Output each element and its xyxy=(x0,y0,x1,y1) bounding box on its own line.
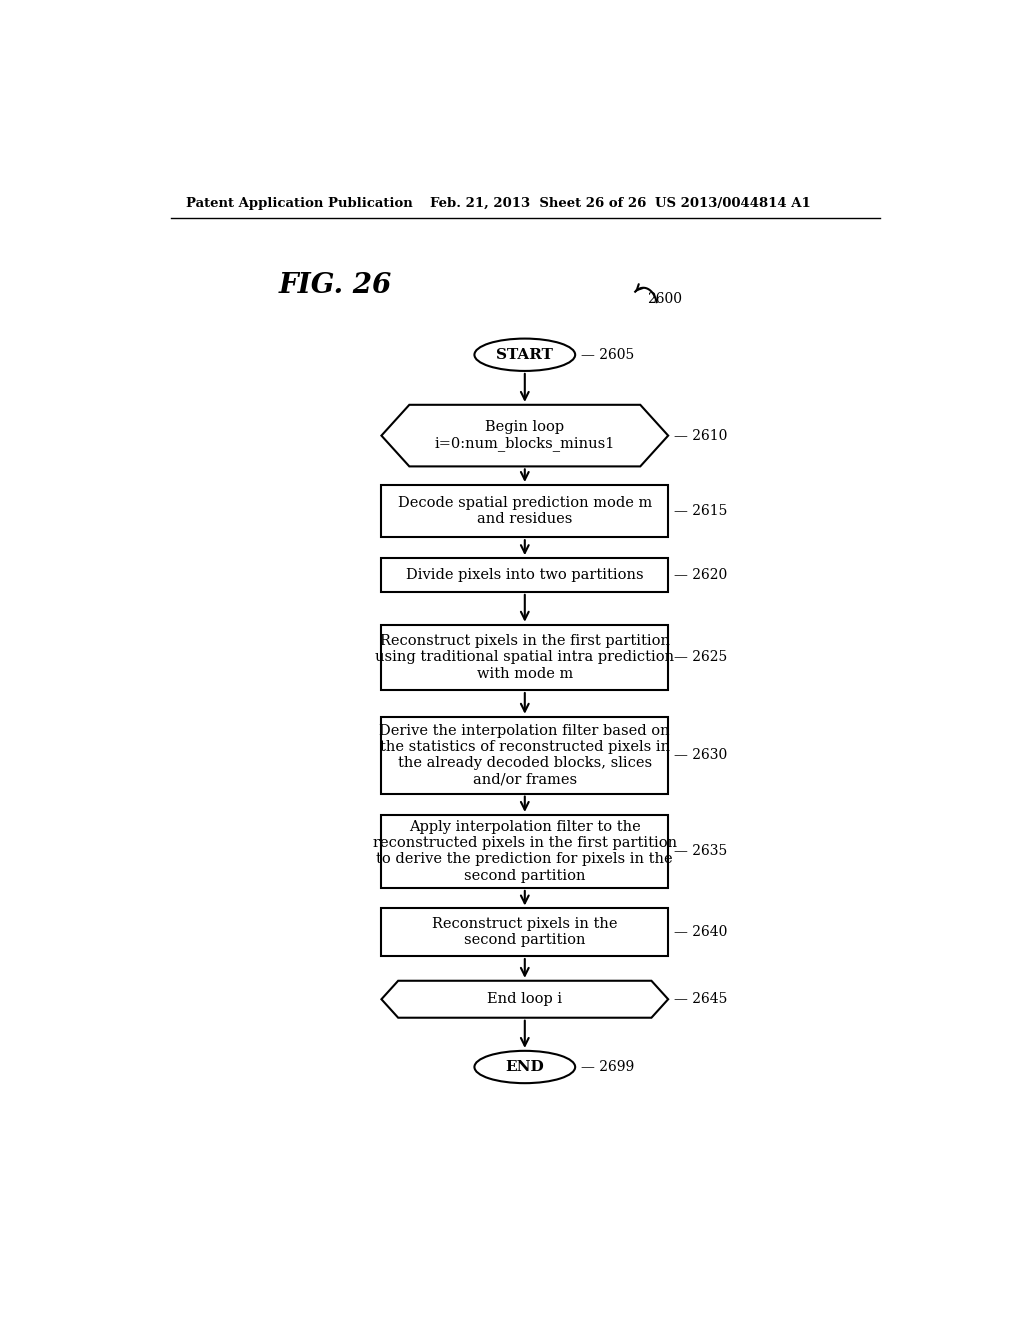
Bar xyxy=(381,558,669,591)
Text: — 2699: — 2699 xyxy=(582,1060,635,1074)
Text: — 2635: — 2635 xyxy=(675,845,728,858)
Text: Feb. 21, 2013  Sheet 26 of 26: Feb. 21, 2013 Sheet 26 of 26 xyxy=(430,197,646,210)
Text: Divide pixels into two partitions: Divide pixels into two partitions xyxy=(406,568,644,582)
Bar xyxy=(381,908,669,956)
Text: — 2625: — 2625 xyxy=(675,651,728,664)
Text: START: START xyxy=(497,347,553,362)
Text: — 2610: — 2610 xyxy=(675,429,728,442)
Bar xyxy=(381,484,669,537)
Bar xyxy=(381,814,669,888)
Text: Reconstruct pixels in the first partition
using traditional spatial intra predic: Reconstruct pixels in the first partitio… xyxy=(375,634,675,681)
Text: FIG. 26: FIG. 26 xyxy=(280,272,392,298)
Text: — 2620: — 2620 xyxy=(675,568,728,582)
Text: — 2615: — 2615 xyxy=(675,504,728,517)
Text: — 2605: — 2605 xyxy=(582,347,635,362)
Polygon shape xyxy=(381,405,669,466)
Text: End loop i: End loop i xyxy=(487,993,562,1006)
Text: — 2640: — 2640 xyxy=(675,925,728,940)
Text: Apply interpolation filter to the
reconstructed pixels in the first partition
to: Apply interpolation filter to the recons… xyxy=(373,820,677,883)
Text: 2600: 2600 xyxy=(647,292,682,305)
Ellipse shape xyxy=(474,1051,575,1084)
Text: Patent Application Publication: Patent Application Publication xyxy=(186,197,413,210)
Text: — 2630: — 2630 xyxy=(675,748,728,762)
Text: Decode spatial prediction mode m
and residues: Decode spatial prediction mode m and res… xyxy=(397,496,652,527)
Ellipse shape xyxy=(474,339,575,371)
Bar xyxy=(381,717,669,793)
Text: Begin loop
i=0:num_blocks_minus1: Begin loop i=0:num_blocks_minus1 xyxy=(434,420,615,451)
Bar xyxy=(381,624,669,690)
Text: END: END xyxy=(506,1060,544,1074)
Text: Reconstruct pixels in the
second partition: Reconstruct pixels in the second partiti… xyxy=(432,917,617,948)
Text: Derive the interpolation filter based on
the statistics of reconstructed pixels : Derive the interpolation filter based on… xyxy=(380,723,670,787)
Text: — 2645: — 2645 xyxy=(675,993,728,1006)
Polygon shape xyxy=(381,981,669,1018)
Text: US 2013/0044814 A1: US 2013/0044814 A1 xyxy=(655,197,811,210)
